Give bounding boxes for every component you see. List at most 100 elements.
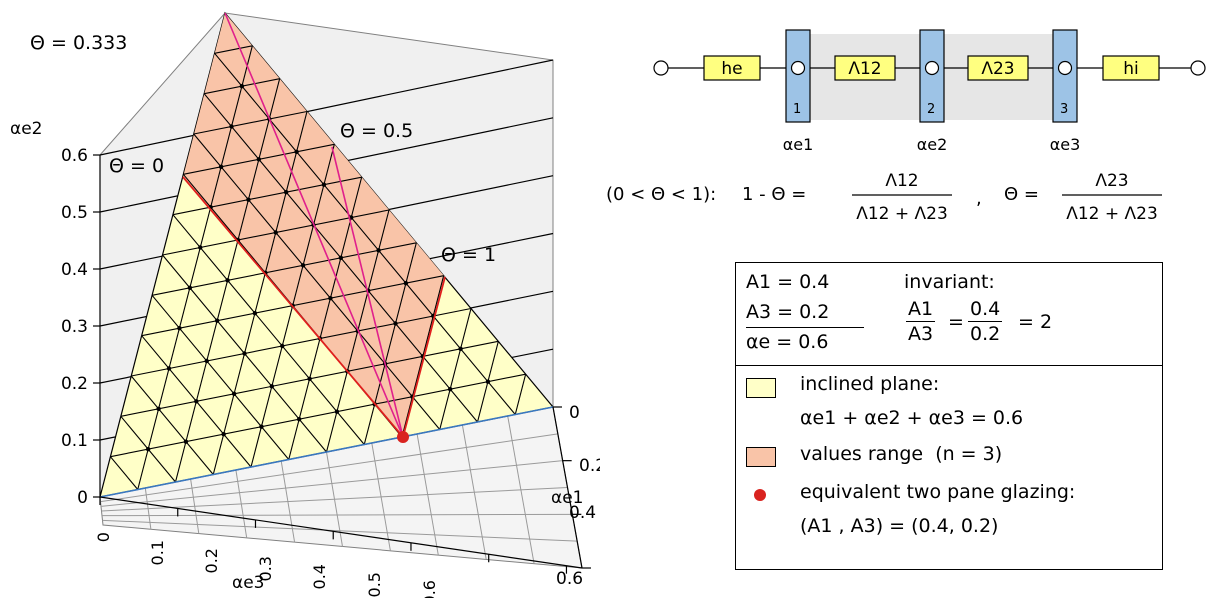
value-denominator: 0.2 [970,323,1001,345]
floor-gridline [102,519,578,542]
a3-value: A3 = 0.2 [746,301,830,323]
y-tick-1: 0.2 [579,456,600,476]
alpha-e2-label: αe2 [917,135,948,154]
plane-gridline [110,373,526,458]
inclined-plane-swatch [746,378,776,398]
pane-1 [785,29,811,123]
grid-node [256,157,262,162]
ratio-result: = 2 [1018,311,1053,333]
plane-gridline [193,110,308,135]
invariant-ratio: A1 A3 [906,297,936,346]
formula-separator: , [976,188,982,209]
grid-node [294,149,299,155]
grid-node [283,189,289,195]
grid-node [166,366,172,371]
plane-gridline [214,52,516,415]
grid-node [156,406,161,412]
x-tick-5: 0.5 [365,572,384,597]
y-tick-3: 0.6 [556,569,583,589]
he-resistor [703,55,761,81]
grid-node [246,197,251,202]
front-axis-ticks [99,497,568,574]
ratio-numerator: A1 [906,298,936,322]
he-label: he [721,59,742,79]
pane-3 [1052,29,1078,123]
y-tick-0: 0 [569,403,580,423]
plane-gridline [288,177,363,460]
plane-gridline [151,294,290,460]
theta-05-line [331,146,404,438]
grid-node [300,263,306,268]
x-axis-label: αe3 [232,573,264,593]
circuit-gray-band [795,34,1075,120]
z-axis-label: αe2 [10,119,42,139]
formula1-numerator: Λ12 [885,171,918,191]
grid-node [269,384,275,389]
values-range-text: values range [800,443,924,465]
grid-node [177,325,182,331]
lambda23-label: Λ23 [981,59,1014,79]
plane-gridline [109,456,139,490]
z-tick-5: 0.5 [61,203,88,223]
side-axis [552,406,583,569]
plane-gridline [363,242,417,445]
x-tick-4: 0.4 [310,564,329,589]
plane-gridline [214,45,253,54]
z-tick-2: 0.2 [61,374,88,394]
ternary-plane-plot: 0 0.1 0.2 0.3 0.4 0.5 0.6 αe2 0 0.1 0.2 … [10,11,600,598]
grid-node [376,248,381,253]
plane-gridline [193,133,441,430]
theta-0333-label: Θ = 0.333 [30,32,127,54]
node-3 [1057,60,1073,76]
equivalent-glazing-values: (A1 , A3) = (0.4, 0.2) [800,515,999,537]
z-tick-4: 0.4 [61,260,88,280]
formula2-denominator: Λ12 + Λ23 [1066,204,1158,224]
grid-node [242,351,247,356]
floor-gridline [101,513,573,517]
plane-gridline [439,308,472,430]
grid-node [218,164,224,170]
z-tick-6: 0.6 [61,146,88,166]
plane-gridline [172,176,362,216]
grid-node [194,399,199,404]
grid-node [252,310,258,316]
grid-node [296,416,302,422]
front-axis [99,496,583,569]
plane-gridline [137,45,253,490]
theta-05-label: Θ = 0.5 [340,120,413,142]
values-range-label: values range (n = 3) [800,443,1002,465]
y-axis-label: αe1 [551,488,583,508]
ratio-denominator: A3 [908,323,934,345]
node-1 [790,60,806,76]
floor-gridline [101,487,568,512]
a-sum-rule [746,327,864,328]
formula1-denominator: Λ12 + Λ23 [856,204,948,224]
lambda12-resistor [834,55,896,81]
grid-node [273,230,278,235]
values-range-n: (n = 3) [935,443,1003,465]
one-minus-theta: 1 - Θ = [742,184,806,205]
plane-gridline [172,214,365,445]
terminal-right [1190,60,1206,76]
z-tick-0: 0 [77,488,88,508]
node-3-label: 3 [1060,102,1068,117]
grid-node [214,318,220,323]
z-tick-3: 0.3 [61,317,88,337]
a1-value: A1 = 0.4 [746,271,830,293]
pane-2 [919,29,945,123]
x-tick-3: 0.3 [256,556,275,581]
grid-node [328,295,333,301]
grid-node [307,376,312,382]
x-tick-6: 0.6 [420,580,439,598]
grid-node [204,358,209,364]
grid-node [280,343,285,349]
equivalent-glazing-label: equivalent two pane glazing: [800,481,1076,503]
side-axis-ticks [553,406,591,569]
grid-node [225,278,230,283]
grid-node [221,431,226,437]
inclined-plane-equation: αe1 + αe2 + αe3 = 0.6 [800,407,1024,429]
node-2-label: 2 [927,102,935,117]
node-1-label: 1 [793,102,801,117]
plane-base-line [99,406,554,498]
formula2-numerator: Λ23 [1095,171,1128,191]
